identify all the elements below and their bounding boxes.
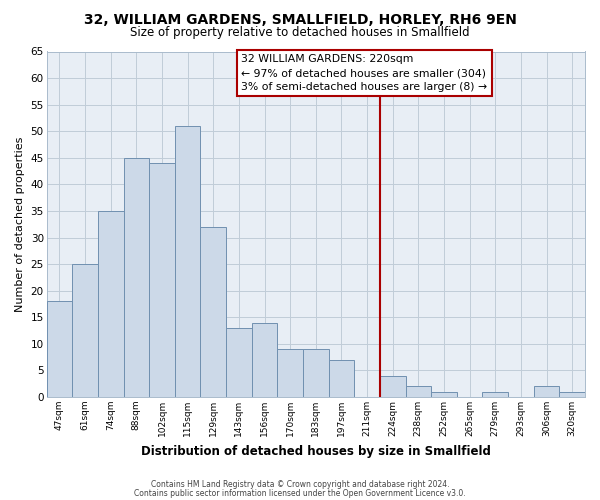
Bar — [482, 392, 508, 397]
Bar — [534, 386, 559, 397]
Bar — [406, 386, 431, 397]
Bar — [380, 376, 406, 397]
Text: 32, WILLIAM GARDENS, SMALLFIELD, HORLEY, RH6 9EN: 32, WILLIAM GARDENS, SMALLFIELD, HORLEY,… — [83, 12, 517, 26]
Bar — [47, 302, 72, 397]
Bar — [72, 264, 98, 397]
Bar — [200, 227, 226, 397]
Bar — [303, 349, 329, 397]
Bar — [175, 126, 200, 397]
Bar — [329, 360, 354, 397]
Bar — [251, 322, 277, 397]
Text: 32 WILLIAM GARDENS: 220sqm
← 97% of detached houses are smaller (304)
3% of semi: 32 WILLIAM GARDENS: 220sqm ← 97% of deta… — [241, 54, 488, 92]
Bar — [277, 349, 303, 397]
Bar — [559, 392, 585, 397]
Bar — [226, 328, 251, 397]
Bar — [431, 392, 457, 397]
Text: Size of property relative to detached houses in Smallfield: Size of property relative to detached ho… — [130, 26, 470, 39]
Bar — [98, 211, 124, 397]
Text: Contains public sector information licensed under the Open Government Licence v3: Contains public sector information licen… — [134, 488, 466, 498]
Y-axis label: Number of detached properties: Number of detached properties — [15, 136, 25, 312]
Bar — [124, 158, 149, 397]
X-axis label: Distribution of detached houses by size in Smallfield: Distribution of detached houses by size … — [141, 444, 491, 458]
Bar — [149, 163, 175, 397]
Text: Contains HM Land Registry data © Crown copyright and database right 2024.: Contains HM Land Registry data © Crown c… — [151, 480, 449, 489]
